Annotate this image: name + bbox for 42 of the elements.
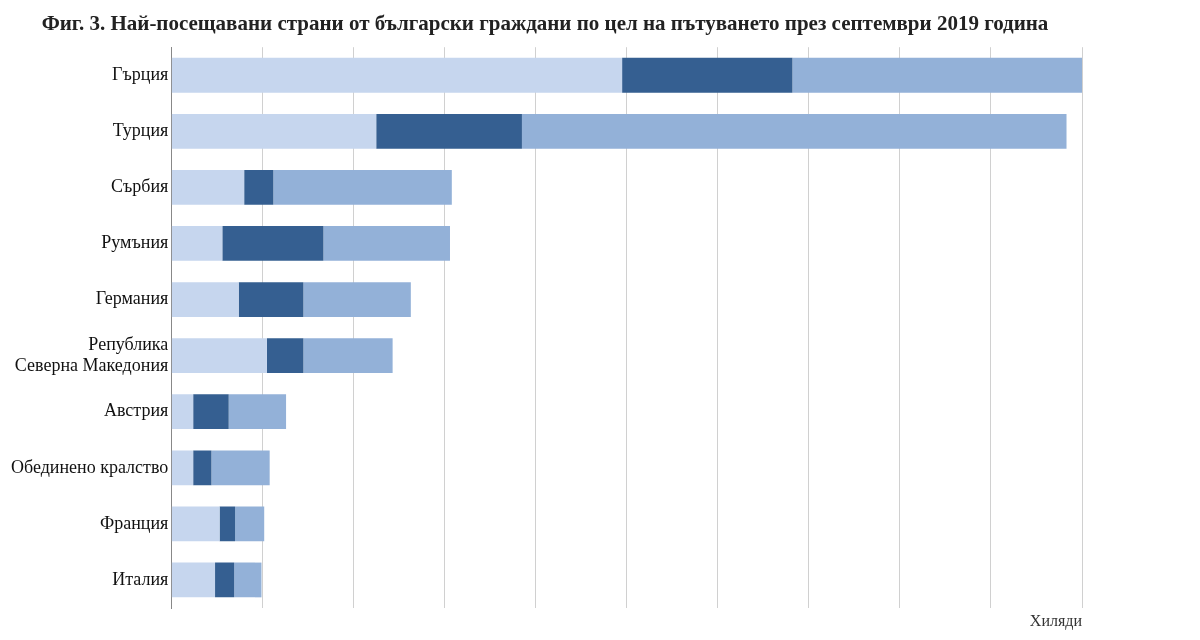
y-tick-label: Обединено кралство [11,456,169,477]
y-tick-label: Австрия [103,400,169,421]
bar [235,506,265,542]
bar [171,450,194,486]
bar [323,226,450,261]
bar [171,338,267,374]
bar [171,562,216,598]
bar [171,282,239,317]
bar [171,226,223,261]
bar [193,394,229,430]
bar [171,57,623,93]
bar [303,338,393,374]
bar [211,450,270,486]
y-tick-label: Гърция [112,63,169,84]
chart-title: Фиг. 3. Най-посещавани страни от български граждани по цел на пътуването през септември 2019 година [41,11,1049,36]
bar [521,113,1067,149]
bar [622,57,793,93]
y-tick-label: Италия [112,568,169,589]
bar [171,113,377,149]
y-tick-label: Сърбия [110,176,169,197]
bar [376,113,522,149]
bar [228,394,287,430]
y-tick-label: Румъния [101,232,169,253]
bar [171,394,194,430]
bar [244,170,274,205]
bar [234,562,262,598]
y-tick-label: Франция [99,512,169,533]
bar [222,226,324,261]
bar [171,170,245,205]
x-axis-title: Хиляди [1029,612,1083,631]
y-tick-label: Турция [112,120,169,141]
bar [303,282,411,317]
bar [792,57,1082,93]
bar [171,506,220,542]
y-tick-label: Република Северна Македония [14,333,169,376]
bar [266,338,304,374]
bar [193,450,212,486]
bar [238,282,304,317]
bar [219,506,236,542]
y-tick-label: Германия [95,288,169,309]
bar [273,170,452,205]
bar [215,562,235,598]
